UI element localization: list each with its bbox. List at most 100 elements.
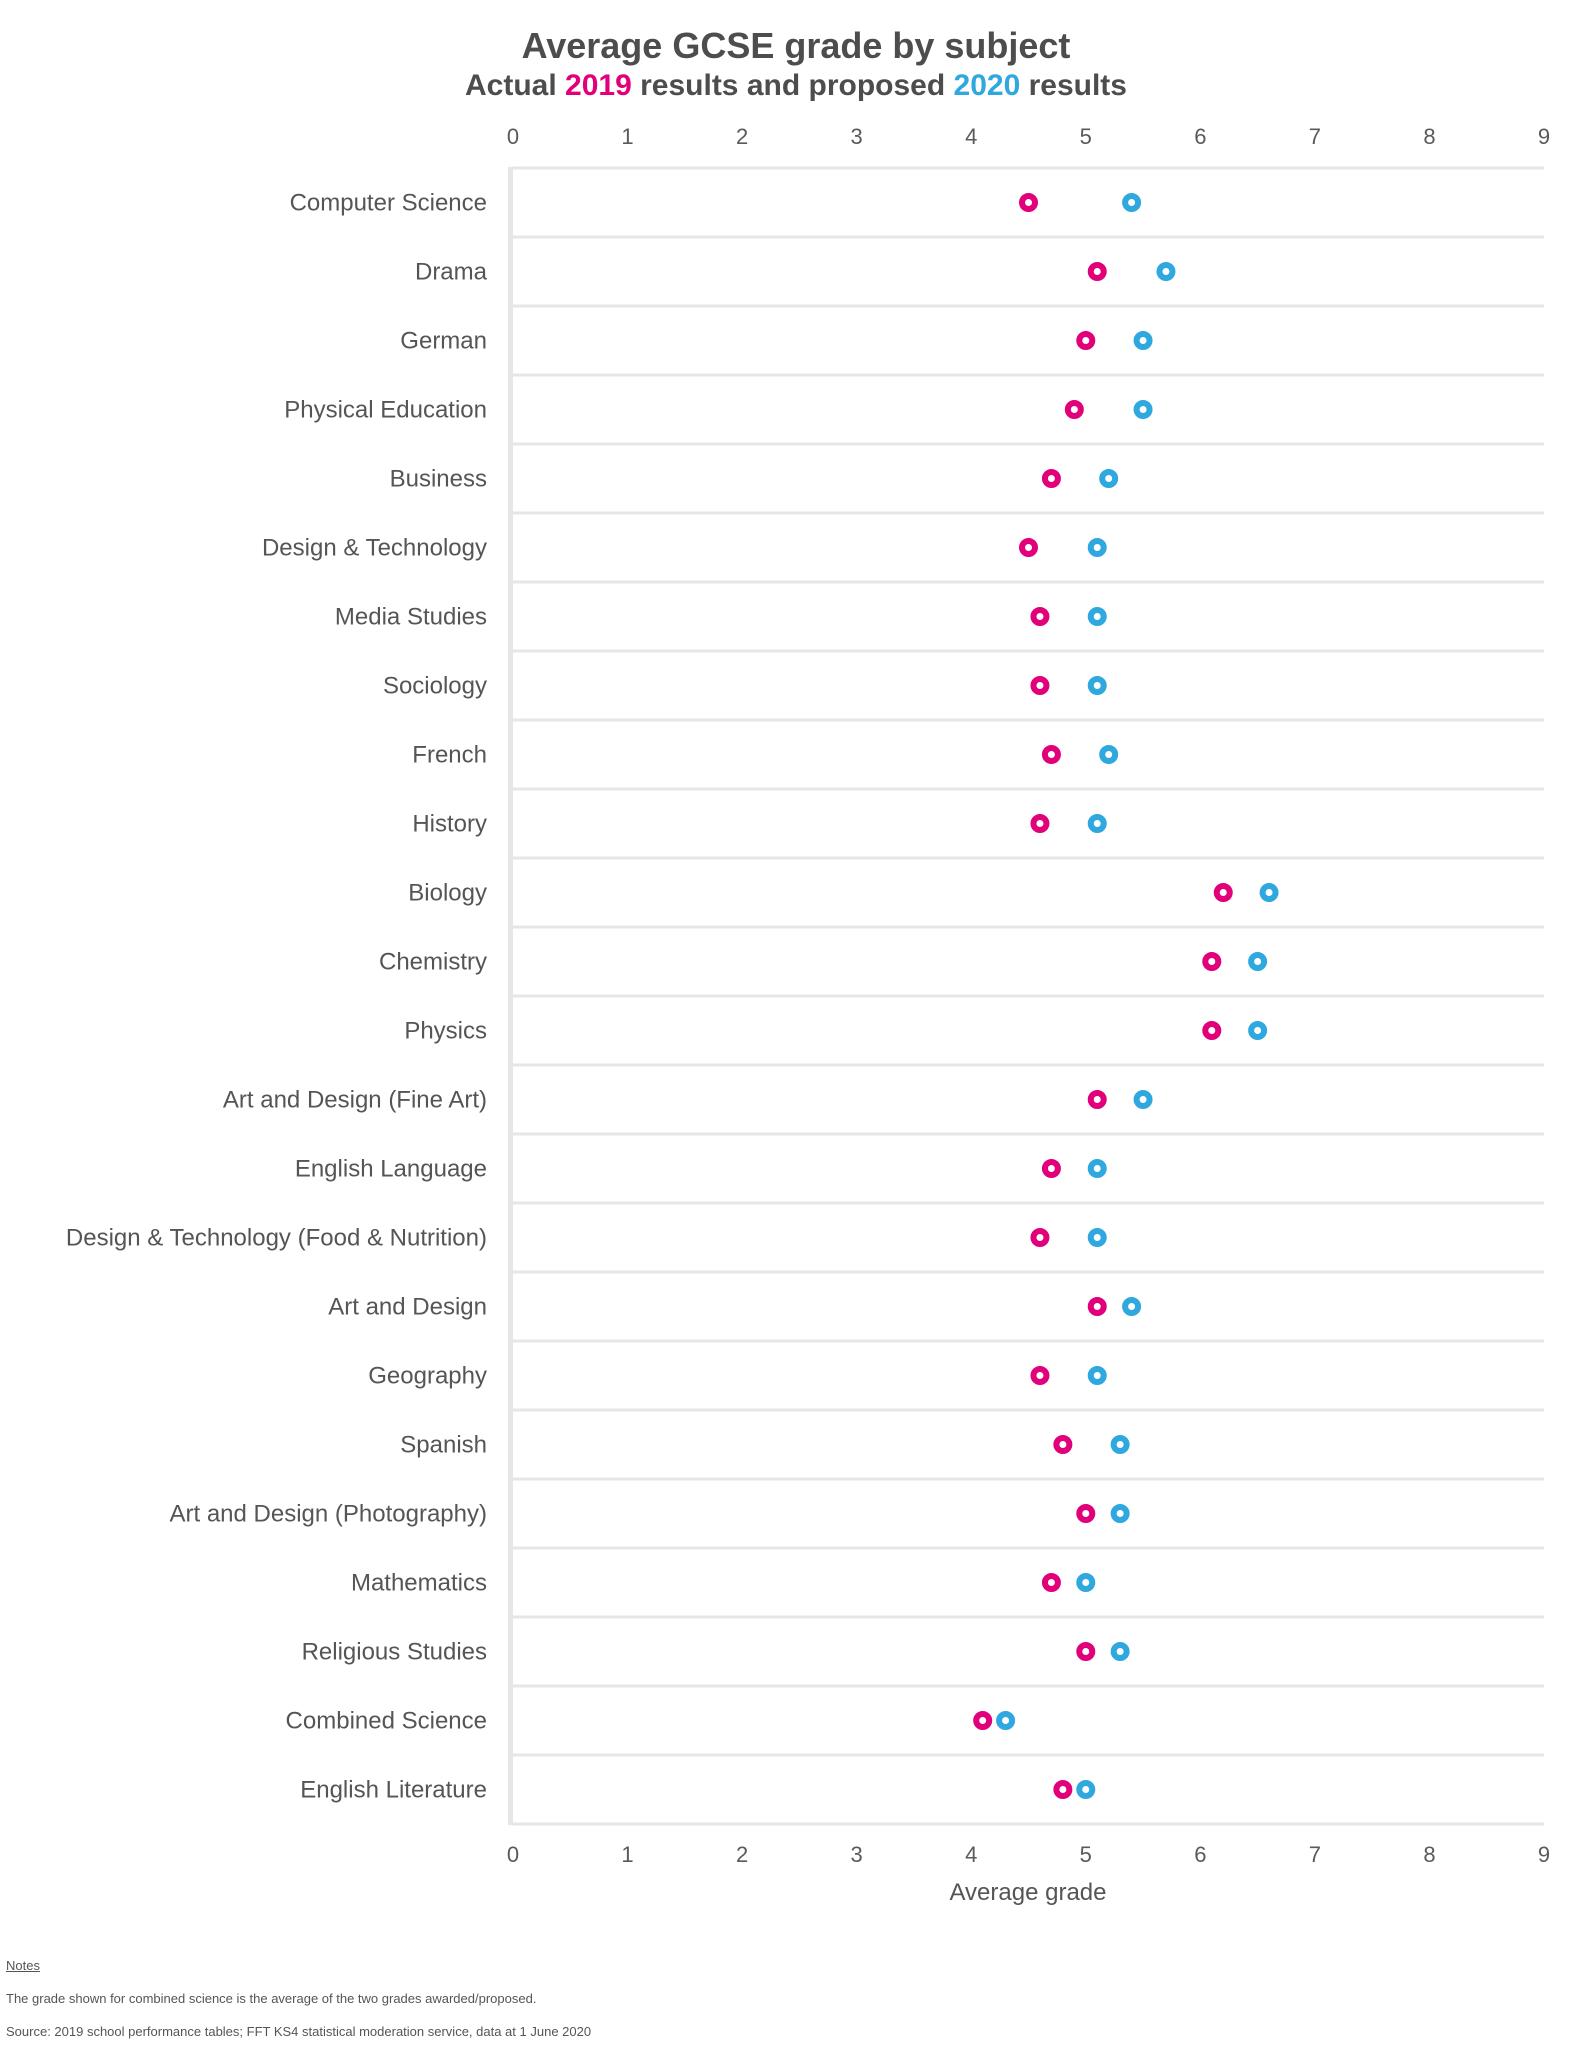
category-label: Art and Design (Photography) <box>169 1501 487 1528</box>
data-point-2020 <box>1133 400 1153 419</box>
x-tick-label-top: 1 <box>621 124 633 149</box>
gridlines <box>508 166 1544 1826</box>
x-tick-label-bottom: 4 <box>965 1842 977 1867</box>
data-point-2020 <box>1099 469 1119 488</box>
data-point-2019 <box>1076 331 1096 350</box>
data-point-2020 <box>1076 1573 1096 1592</box>
notes-source: Source: 2019 school performance tables; … <box>6 2024 592 2039</box>
category-label: Business <box>390 466 487 493</box>
x-tick-label-top: 7 <box>1309 124 1321 149</box>
x-tick-label-bottom: 9 <box>1538 1842 1550 1867</box>
data-point-2019 <box>1053 1435 1073 1454</box>
data-point-2019 <box>1053 1780 1073 1799</box>
data-point-2020 <box>1110 1435 1130 1454</box>
x-axis-top-ticks: 0 1 2 3 4 5 6 7 8 9 <box>507 124 1550 149</box>
category-label: French <box>412 742 487 769</box>
subtitle-text: results <box>1020 69 1127 102</box>
data-point-2019 <box>1213 883 1233 902</box>
category-label: English Literature <box>300 1777 487 1804</box>
data-point-2019 <box>1202 1021 1222 1040</box>
notes-heading: Notes <box>6 1958 40 1973</box>
data-point-2020 <box>996 1711 1016 1730</box>
data-point-2020 <box>1087 1159 1107 1178</box>
category-label: Sociology <box>383 673 487 700</box>
x-tick-label-bottom: 7 <box>1309 1842 1321 1867</box>
data-point-2020 <box>1133 1090 1153 1109</box>
data-point-2019 <box>1030 607 1050 626</box>
data-point-2019 <box>1030 814 1050 833</box>
data-point-2020 <box>1122 193 1142 212</box>
category-label: Art and Design <box>328 1294 487 1321</box>
x-tick-label-bottom: 0 <box>507 1842 519 1867</box>
x-tick-label-bottom: 8 <box>1423 1842 1435 1867</box>
data-point-2020 <box>1133 331 1153 350</box>
chart-subtitle: Actual 2019 results and proposed 2020 re… <box>465 69 1127 102</box>
category-labels: Computer Science Drama German Physical Educ… <box>66 190 488 1804</box>
subtitle-year-2020: 2020 <box>954 69 1021 102</box>
data-point-2020 <box>1087 538 1107 557</box>
category-label: German <box>400 328 487 355</box>
data-point-2020 <box>1248 952 1268 971</box>
data-point-2019 <box>1202 952 1222 971</box>
x-tick-label-top: 4 <box>965 124 977 149</box>
x-axis-bottom-ticks: 0 1 2 3 4 5 6 7 8 9 <box>507 1842 1550 1867</box>
data-point-2020 <box>1087 607 1107 626</box>
data-point-2019 <box>1076 1504 1096 1523</box>
data-point-2020 <box>1110 1504 1130 1523</box>
data-point-2019 <box>1087 1090 1107 1109</box>
x-tick-label-bottom: 3 <box>851 1842 863 1867</box>
category-label: English Language <box>295 1156 487 1183</box>
data-points <box>973 193 1279 1799</box>
data-point-2019 <box>1030 676 1050 695</box>
data-point-2019 <box>1087 262 1107 281</box>
category-label: Spanish <box>400 1432 487 1459</box>
data-point-2020 <box>1110 1642 1130 1661</box>
category-label: Chemistry <box>379 949 487 976</box>
x-tick-label-top: 9 <box>1538 124 1550 149</box>
chart-title: Average GCSE grade by subject <box>522 25 1071 66</box>
x-tick-label-bottom: 6 <box>1194 1842 1206 1867</box>
data-point-2019 <box>1030 1228 1050 1247</box>
category-label: Physics <box>404 1018 487 1045</box>
data-point-2020 <box>1248 1021 1268 1040</box>
data-point-2020 <box>1122 1297 1142 1316</box>
x-axis-title: Average grade <box>949 1879 1106 1906</box>
data-point-2019 <box>1087 1297 1107 1316</box>
x-tick-label-top: 2 <box>736 124 748 149</box>
category-label: Design & Technology <box>262 535 487 562</box>
x-tick-label-top: 3 <box>851 124 863 149</box>
category-label: Physical Education <box>284 397 487 424</box>
data-point-2020 <box>1099 745 1119 764</box>
category-label: Drama <box>415 259 488 286</box>
subtitle-text: results and proposed <box>632 69 954 102</box>
subtitle-year-2019: 2019 <box>565 69 632 102</box>
data-point-2019 <box>1041 469 1061 488</box>
dot-plot-chart: Average GCSE grade by subject Actual 201… <box>66 25 1550 1906</box>
data-point-2019 <box>1076 1642 1096 1661</box>
x-tick-label-bottom: 1 <box>621 1842 633 1867</box>
category-label: Art and Design (Fine Art) <box>223 1087 487 1114</box>
data-point-2020 <box>1087 676 1107 695</box>
data-point-2020 <box>1087 1228 1107 1247</box>
x-tick-label-top: 0 <box>507 124 519 149</box>
category-label: Geography <box>368 1363 487 1390</box>
category-label: Design & Technology (Food & Nutrition) <box>66 1225 487 1252</box>
category-label: Religious Studies <box>302 1639 487 1666</box>
x-tick-label-top: 6 <box>1194 124 1206 149</box>
data-point-2020 <box>1087 814 1107 833</box>
data-point-2019 <box>1041 1159 1061 1178</box>
data-point-2019 <box>1030 1366 1050 1385</box>
data-point-2019 <box>1019 538 1038 557</box>
data-point-2019 <box>1019 193 1038 212</box>
subtitle-text: Actual <box>465 69 565 102</box>
data-point-2019 <box>1041 745 1061 764</box>
category-label: Biology <box>408 880 487 907</box>
x-tick-label-top: 5 <box>1080 124 1092 149</box>
category-label: Mathematics <box>351 1570 487 1597</box>
x-tick-label-bottom: 2 <box>736 1842 748 1867</box>
category-label: History <box>412 811 487 838</box>
data-point-2019 <box>973 1711 993 1730</box>
data-point-2020 <box>1076 1780 1096 1799</box>
category-label: Computer Science <box>290 190 487 217</box>
category-label: Media Studies <box>335 604 487 631</box>
